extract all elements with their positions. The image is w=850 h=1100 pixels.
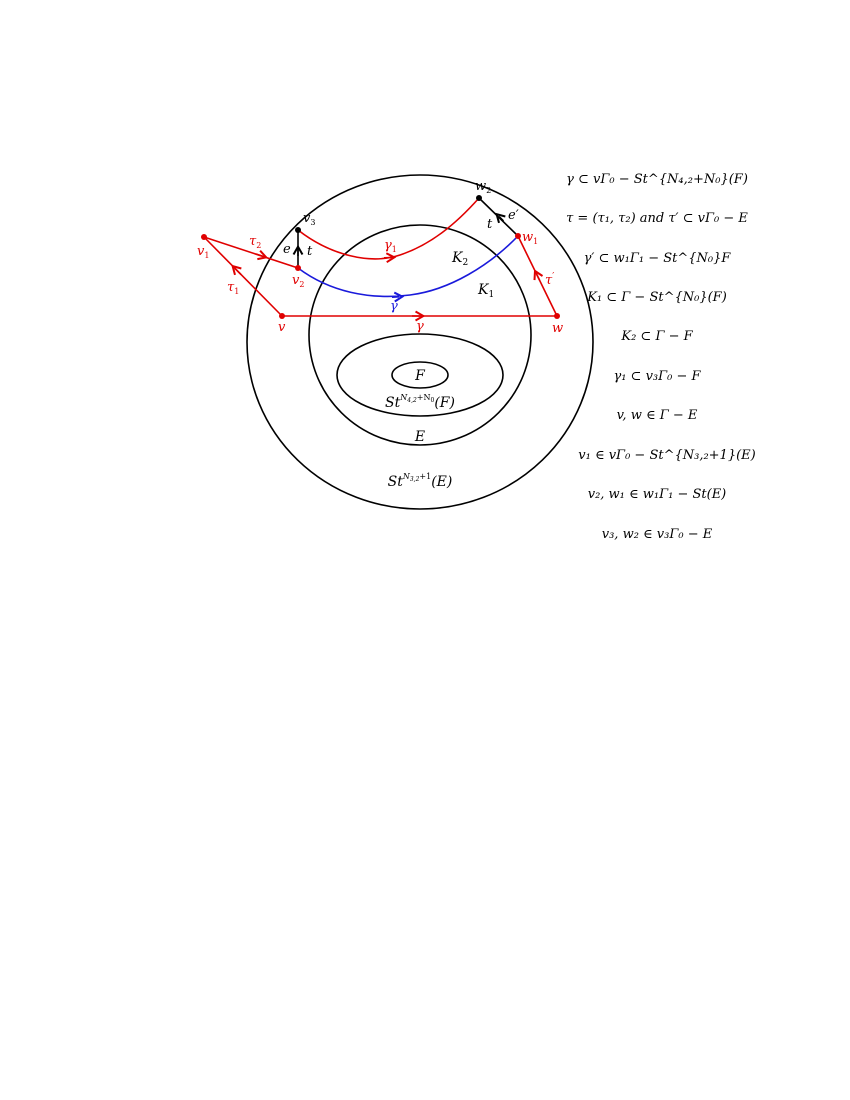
label-gamma: γ	[416, 319, 424, 334]
label-f: F	[414, 368, 426, 384]
edge-e-prime-arrow	[495, 212, 506, 224]
dot-v3	[295, 227, 301, 233]
legend-line-9: v₂, w₁ ∈ w₁Γ₁ − St(E)	[588, 487, 727, 502]
edge-labels: τ1 τ2 τ′ γ γ1 γ′ e t e′ t	[227, 208, 554, 334]
region-labels: F StN4,2+N0(F) E StN3,2+1(E) K1 K2	[385, 250, 494, 490]
legend-line-8: v₁ ∈ vΓ₀ − St^{N₃,₂+1}(E)	[578, 448, 755, 463]
label-gamma-prime: γ′	[390, 298, 400, 314]
dot-w	[554, 313, 560, 319]
red-paths	[203, 197, 558, 322]
vertex-labels: v1 v2 v3 v w w1 w2	[197, 179, 563, 336]
legend-line-7: v, w ∈ Γ − E	[617, 408, 698, 423]
legend: γ ⊂ vΓ₀ − St^{N₄,₂+N₀}(F) τ = (τ₁, τ₂) a…	[566, 172, 756, 542]
region-f	[391, 361, 449, 389]
legend-line-6: γ₁ ⊂ v₃Γ₀ − F	[613, 369, 701, 384]
label-t-right: t	[487, 217, 493, 232]
legend-line-1: γ ⊂ vΓ₀ − St^{N₄,₂+N₀}(F)	[566, 172, 748, 187]
label-st-f: StN4,2+N0(F)	[385, 393, 455, 411]
label-t-left: t	[307, 244, 313, 259]
legend-line-3: γ′ ⊂ w₁Γ₁ − St^{N₀}F	[584, 251, 732, 266]
label-tau-prime: τ′	[545, 272, 554, 288]
label-gamma1: γ1	[384, 238, 397, 254]
black-edges	[292, 197, 519, 268]
path-gamma1	[297, 197, 480, 260]
label-tau1: τ1	[227, 280, 239, 296]
dot-v1	[201, 234, 207, 240]
label-v3: v3	[303, 211, 315, 227]
label-w1: w1	[522, 230, 538, 246]
label-st-e: StN3,2+1(E)	[388, 472, 453, 490]
label-k2: K2	[451, 250, 468, 268]
label-e-prime: e′	[508, 208, 519, 223]
dot-v	[279, 313, 285, 319]
path-tau2	[203, 236, 299, 269]
legend-line-5: K₂ ⊂ Γ − F	[620, 329, 693, 344]
legend-line-4: K₁ ⊂ Γ − St^{N₀}(F)	[586, 290, 727, 305]
region-st-f	[336, 333, 504, 417]
dot-w2	[476, 195, 482, 201]
label-e: e	[283, 242, 291, 257]
dot-w1	[515, 233, 521, 239]
label-v: v	[278, 320, 286, 335]
label-v2: v2	[292, 273, 304, 289]
region-e	[308, 224, 532, 446]
path-gamma-prime	[297, 235, 519, 298]
path-tau2-arrow	[255, 249, 269, 261]
path-tau1-arrow	[231, 264, 242, 276]
regions	[246, 174, 594, 510]
label-w: w	[552, 321, 563, 336]
blue-paths	[297, 235, 519, 303]
legend-line-2: τ = (τ₁, τ₂) and τ′ ⊂ vΓ₀ − E	[566, 211, 748, 226]
label-k1: K1	[477, 282, 494, 300]
path-tau1	[203, 236, 283, 317]
dot-v2	[295, 265, 301, 271]
outer-region-st-e	[246, 174, 594, 510]
path-tau-prime-arrow	[533, 269, 544, 281]
label-v1: v1	[197, 244, 209, 260]
label-w2: w2	[475, 179, 491, 195]
label-tau2: τ2	[249, 234, 261, 250]
vertex-dots	[201, 195, 560, 319]
label-e: E	[414, 429, 425, 445]
legend-line-10: v₃, w₂ ∈ v₃Γ₀ − E	[602, 527, 713, 542]
